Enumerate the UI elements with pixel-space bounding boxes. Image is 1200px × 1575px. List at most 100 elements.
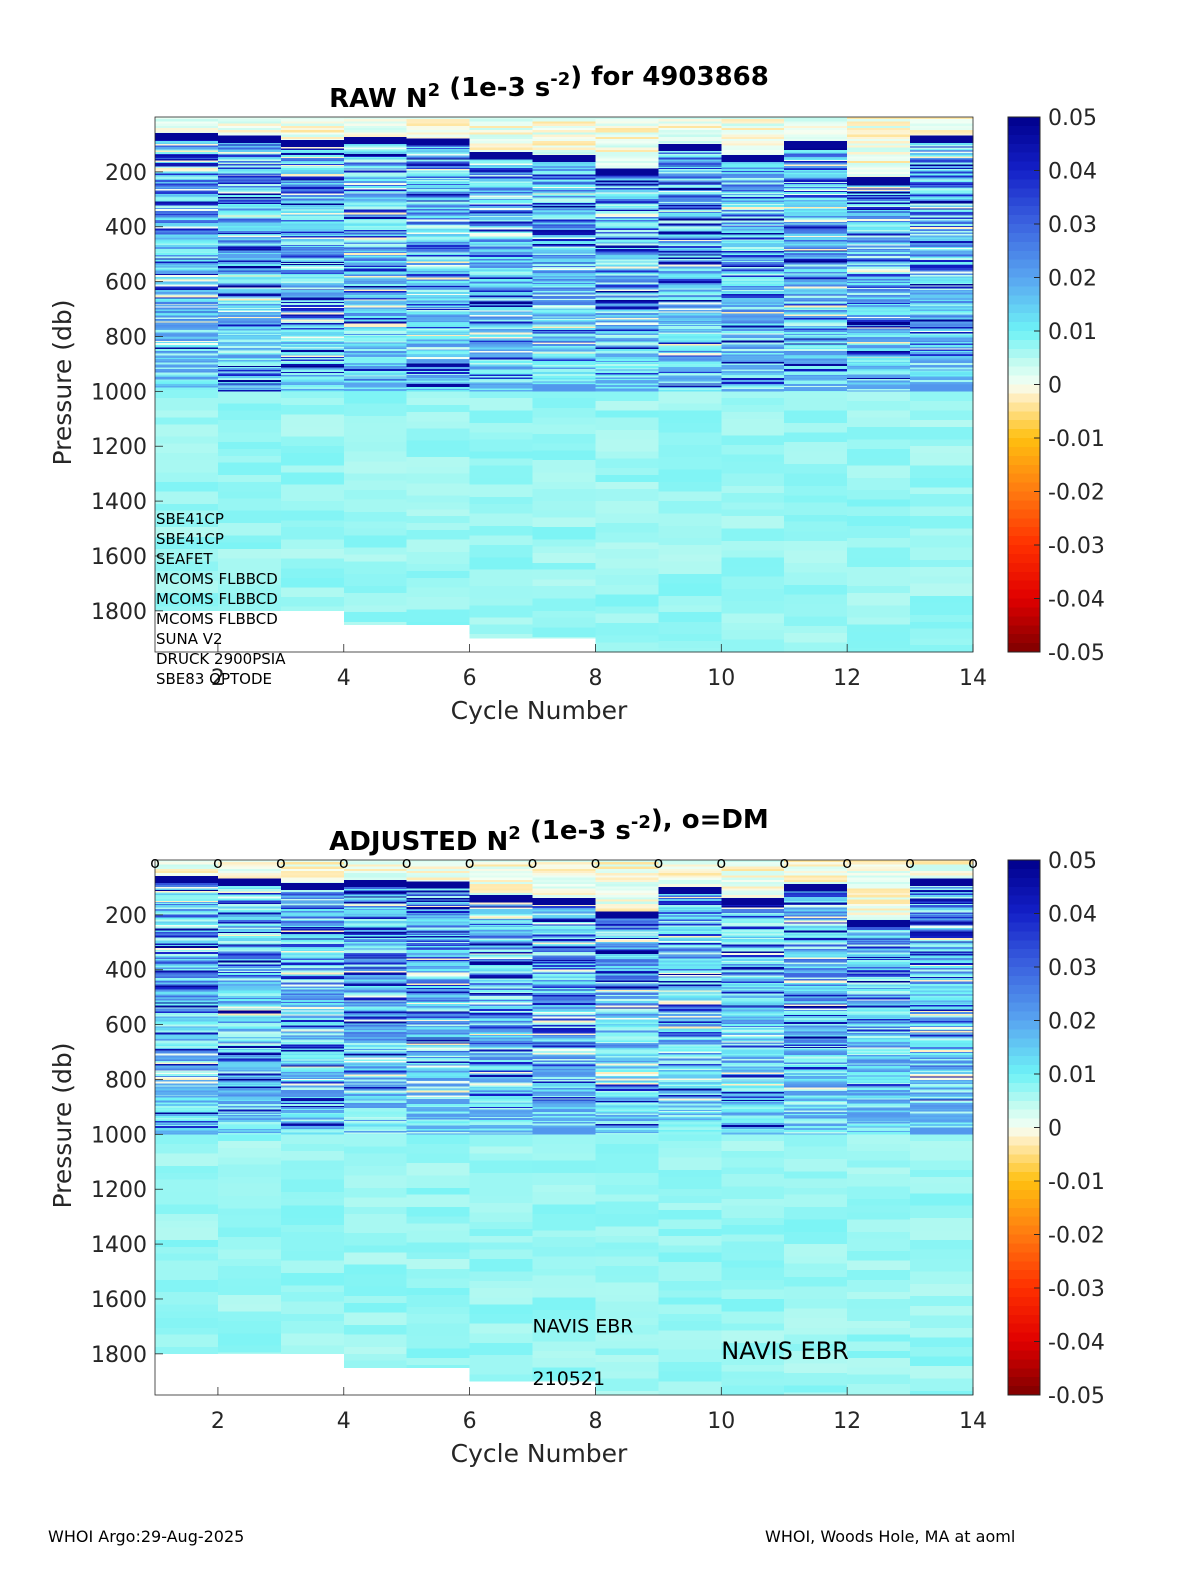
heatmap-cell bbox=[406, 991, 471, 994]
heatmap-cell bbox=[658, 348, 722, 351]
heatmap-cell bbox=[784, 1064, 848, 1066]
heatmap-cell bbox=[343, 1093, 408, 1097]
heatmap-cell bbox=[721, 358, 785, 361]
heatmap-cell bbox=[847, 364, 911, 367]
heatmap-cell bbox=[721, 311, 785, 314]
chart-adjusted: 2 4 6 8 10 12 14200400600800100012001400160018… bbox=[48, 805, 1105, 1468]
heatmap-cell bbox=[658, 134, 722, 138]
heatmap-cell bbox=[721, 486, 785, 494]
heatmap-cell bbox=[280, 175, 345, 178]
heatmap-cell bbox=[721, 993, 785, 997]
heatmap-cell bbox=[658, 305, 722, 309]
heatmap-cell bbox=[532, 121, 596, 124]
heatmap-cell bbox=[155, 955, 219, 958]
heatmap-cell bbox=[280, 201, 345, 204]
heatmap-cell bbox=[532, 1018, 596, 1022]
heatmap-cell bbox=[217, 1073, 282, 1076]
heatmap-cell bbox=[343, 223, 408, 226]
heatmap-cell bbox=[469, 1297, 534, 1305]
heatmap-cell bbox=[847, 193, 911, 196]
heatmap-cell bbox=[658, 1044, 722, 1047]
heatmap-cell bbox=[595, 329, 659, 332]
heatmap-cell bbox=[217, 245, 282, 247]
heatmap-cell bbox=[532, 342, 596, 345]
heatmap-cell bbox=[658, 223, 722, 226]
heatmap-cell bbox=[469, 1067, 534, 1070]
heatmap-cell bbox=[469, 357, 534, 360]
heatmap-cell bbox=[595, 239, 659, 242]
heatmap-cell bbox=[217, 1016, 282, 1019]
heatmap-cell bbox=[469, 319, 534, 322]
heatmap-cell bbox=[406, 277, 471, 280]
heatmap-cell bbox=[658, 1297, 722, 1305]
heatmap-cell bbox=[532, 917, 596, 919]
heatmap-cell bbox=[595, 1005, 659, 1008]
heatmap-cells bbox=[155, 860, 974, 1396]
heatmap-cell bbox=[217, 992, 282, 995]
heatmap-cell bbox=[217, 253, 282, 255]
heatmap-cell bbox=[155, 367, 219, 370]
heatmap-cell bbox=[280, 130, 345, 133]
heatmap-cell bbox=[155, 1311, 219, 1319]
heatmap-cell bbox=[721, 862, 785, 865]
heatmap-cell bbox=[721, 956, 785, 959]
heatmap-cell bbox=[217, 1068, 282, 1071]
heatmap-cell bbox=[721, 388, 785, 391]
heatmap-cell bbox=[595, 1113, 659, 1116]
heatmap-cell bbox=[343, 512, 408, 523]
heatmap-cell bbox=[658, 338, 722, 341]
heatmap-cell bbox=[532, 877, 596, 881]
heatmap-cell bbox=[217, 181, 282, 183]
heatmap-cell bbox=[406, 182, 471, 184]
heatmap-cell bbox=[658, 171, 722, 175]
heatmap-cell bbox=[280, 305, 345, 308]
heatmap-cell bbox=[784, 236, 848, 239]
heatmap-cell bbox=[595, 227, 659, 230]
heatmap-cell bbox=[217, 154, 282, 158]
heatmap-cell bbox=[784, 153, 848, 156]
heatmap-cell bbox=[343, 327, 408, 330]
heatmap-cell bbox=[721, 929, 785, 933]
heatmap-cell bbox=[595, 326, 659, 328]
heatmap-cell bbox=[721, 1049, 785, 1051]
heatmap-cell bbox=[217, 310, 282, 312]
heatmap-cell bbox=[469, 168, 534, 171]
heatmap-cell bbox=[343, 499, 408, 513]
heatmap-cell bbox=[406, 178, 471, 180]
heatmap-cell bbox=[784, 283, 848, 286]
heatmap-cell bbox=[217, 1227, 282, 1238]
heatmap-cell bbox=[155, 917, 219, 921]
heatmap-cell bbox=[217, 300, 282, 303]
heatmap-cell bbox=[595, 241, 659, 243]
heatmap-cell bbox=[343, 1024, 408, 1027]
heatmap-cell bbox=[721, 1112, 785, 1115]
heatmap-cell bbox=[595, 320, 659, 323]
heatmap-cell bbox=[469, 204, 534, 207]
heatmap-cell bbox=[595, 261, 659, 264]
heatmap-cell bbox=[406, 564, 471, 572]
heatmap-cell bbox=[847, 240, 911, 243]
heatmap-cell bbox=[910, 349, 974, 352]
colorbar-segment bbox=[1008, 438, 1040, 448]
heatmap-cell bbox=[658, 916, 722, 919]
heatmap-cell bbox=[910, 358, 974, 362]
heatmap-cell bbox=[469, 239, 534, 241]
heatmap-cell bbox=[532, 182, 596, 184]
heatmap-cell bbox=[910, 288, 974, 291]
heatmap-cell bbox=[595, 944, 659, 947]
heatmap-cell bbox=[658, 202, 722, 204]
heatmap-cell bbox=[721, 1117, 785, 1119]
heatmap-cell bbox=[280, 1170, 345, 1181]
heatmap-cell bbox=[280, 873, 345, 876]
heatmap-cell bbox=[406, 1336, 471, 1349]
heatmap-cell bbox=[280, 1058, 345, 1061]
heatmap-cell bbox=[784, 186, 848, 189]
heatmap-cell bbox=[343, 1131, 408, 1133]
heatmap-cell bbox=[406, 335, 471, 337]
heatmap-cell bbox=[847, 119, 911, 122]
heatmap-cell bbox=[532, 312, 596, 314]
heatmap-cell bbox=[280, 1314, 345, 1322]
heatmap-cell bbox=[595, 1055, 659, 1059]
heatmap-cell bbox=[658, 255, 722, 258]
heatmap-cell bbox=[469, 341, 534, 345]
